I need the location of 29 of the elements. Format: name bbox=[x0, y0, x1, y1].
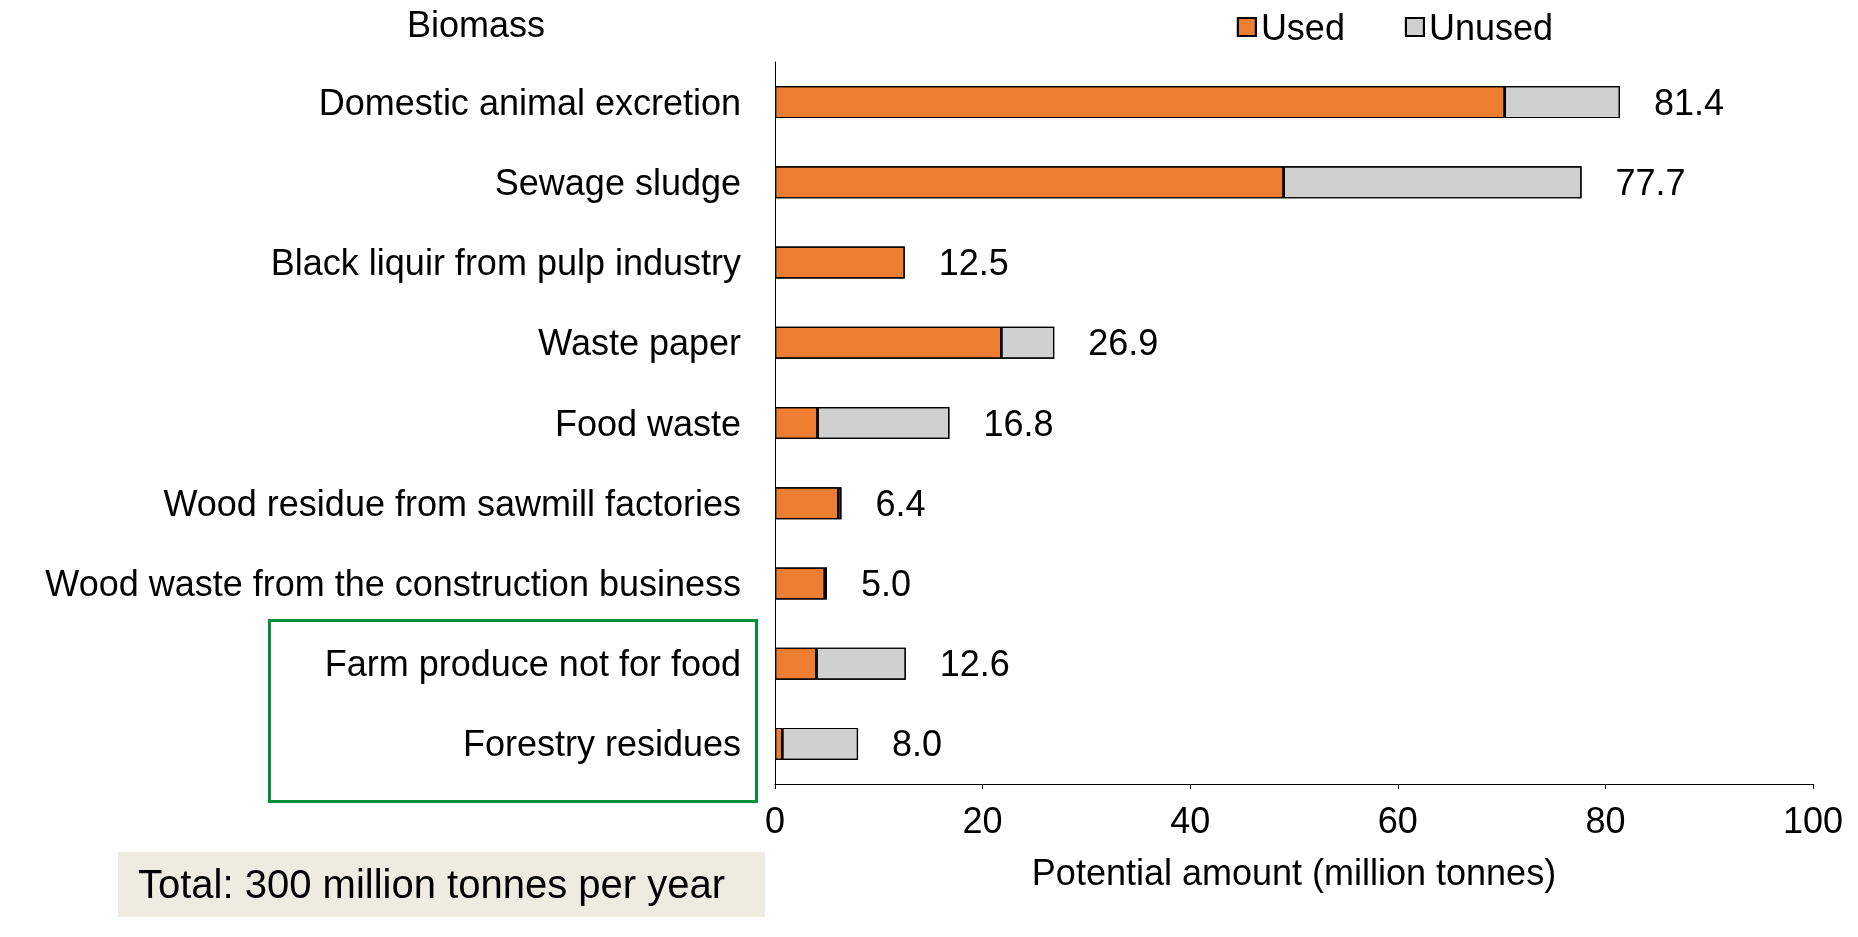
total-label: 77.7 bbox=[1615, 161, 1686, 203]
text: Total: 300 million tonnes per year bbox=[118, 852, 765, 917]
legend-label: Unused bbox=[1428, 6, 1554, 48]
x-tick-label: 100 bbox=[1782, 799, 1844, 841]
total-label: 12.6 bbox=[939, 643, 1010, 685]
y-tick-label: Wood waste from the construction business bbox=[45, 562, 741, 604]
x-tick-label: 20 bbox=[962, 799, 1003, 841]
x-tick-label: 60 bbox=[1377, 799, 1418, 841]
total-label: 12.5 bbox=[938, 242, 1009, 284]
y-tick-label: Waste paper bbox=[538, 322, 742, 364]
y-tick-label: Farm produce not for food bbox=[324, 643, 741, 685]
y-tick-label: Forestry residues bbox=[462, 723, 741, 765]
total-label: 6.4 bbox=[875, 482, 926, 524]
y-axis-title: Biomass bbox=[406, 3, 545, 45]
y-tick-label: Wood residue from sawmill factories bbox=[163, 482, 741, 524]
total-label: 5.0 bbox=[860, 562, 911, 604]
y-tick-label: Food waste bbox=[554, 402, 741, 444]
x-tick-label: 0 bbox=[764, 799, 786, 841]
total-label: 26.9 bbox=[1088, 322, 1159, 364]
x-tick-label: 40 bbox=[1170, 799, 1211, 841]
x-tick-label: 80 bbox=[1585, 799, 1626, 841]
y-tick-label: Domestic animal excretion bbox=[318, 81, 741, 123]
y-tick-label: Black liquir from pulp industry bbox=[270, 242, 741, 284]
total-label: 81.4 bbox=[1653, 81, 1725, 123]
total-label: 16.8 bbox=[983, 402, 1054, 444]
total-label: 8.0 bbox=[892, 723, 943, 765]
legend-label: Used bbox=[1260, 6, 1345, 48]
x-axis-title: Potential amount (million tonnes) bbox=[1031, 851, 1557, 893]
y-tick-label: Sewage sludge bbox=[494, 161, 741, 203]
